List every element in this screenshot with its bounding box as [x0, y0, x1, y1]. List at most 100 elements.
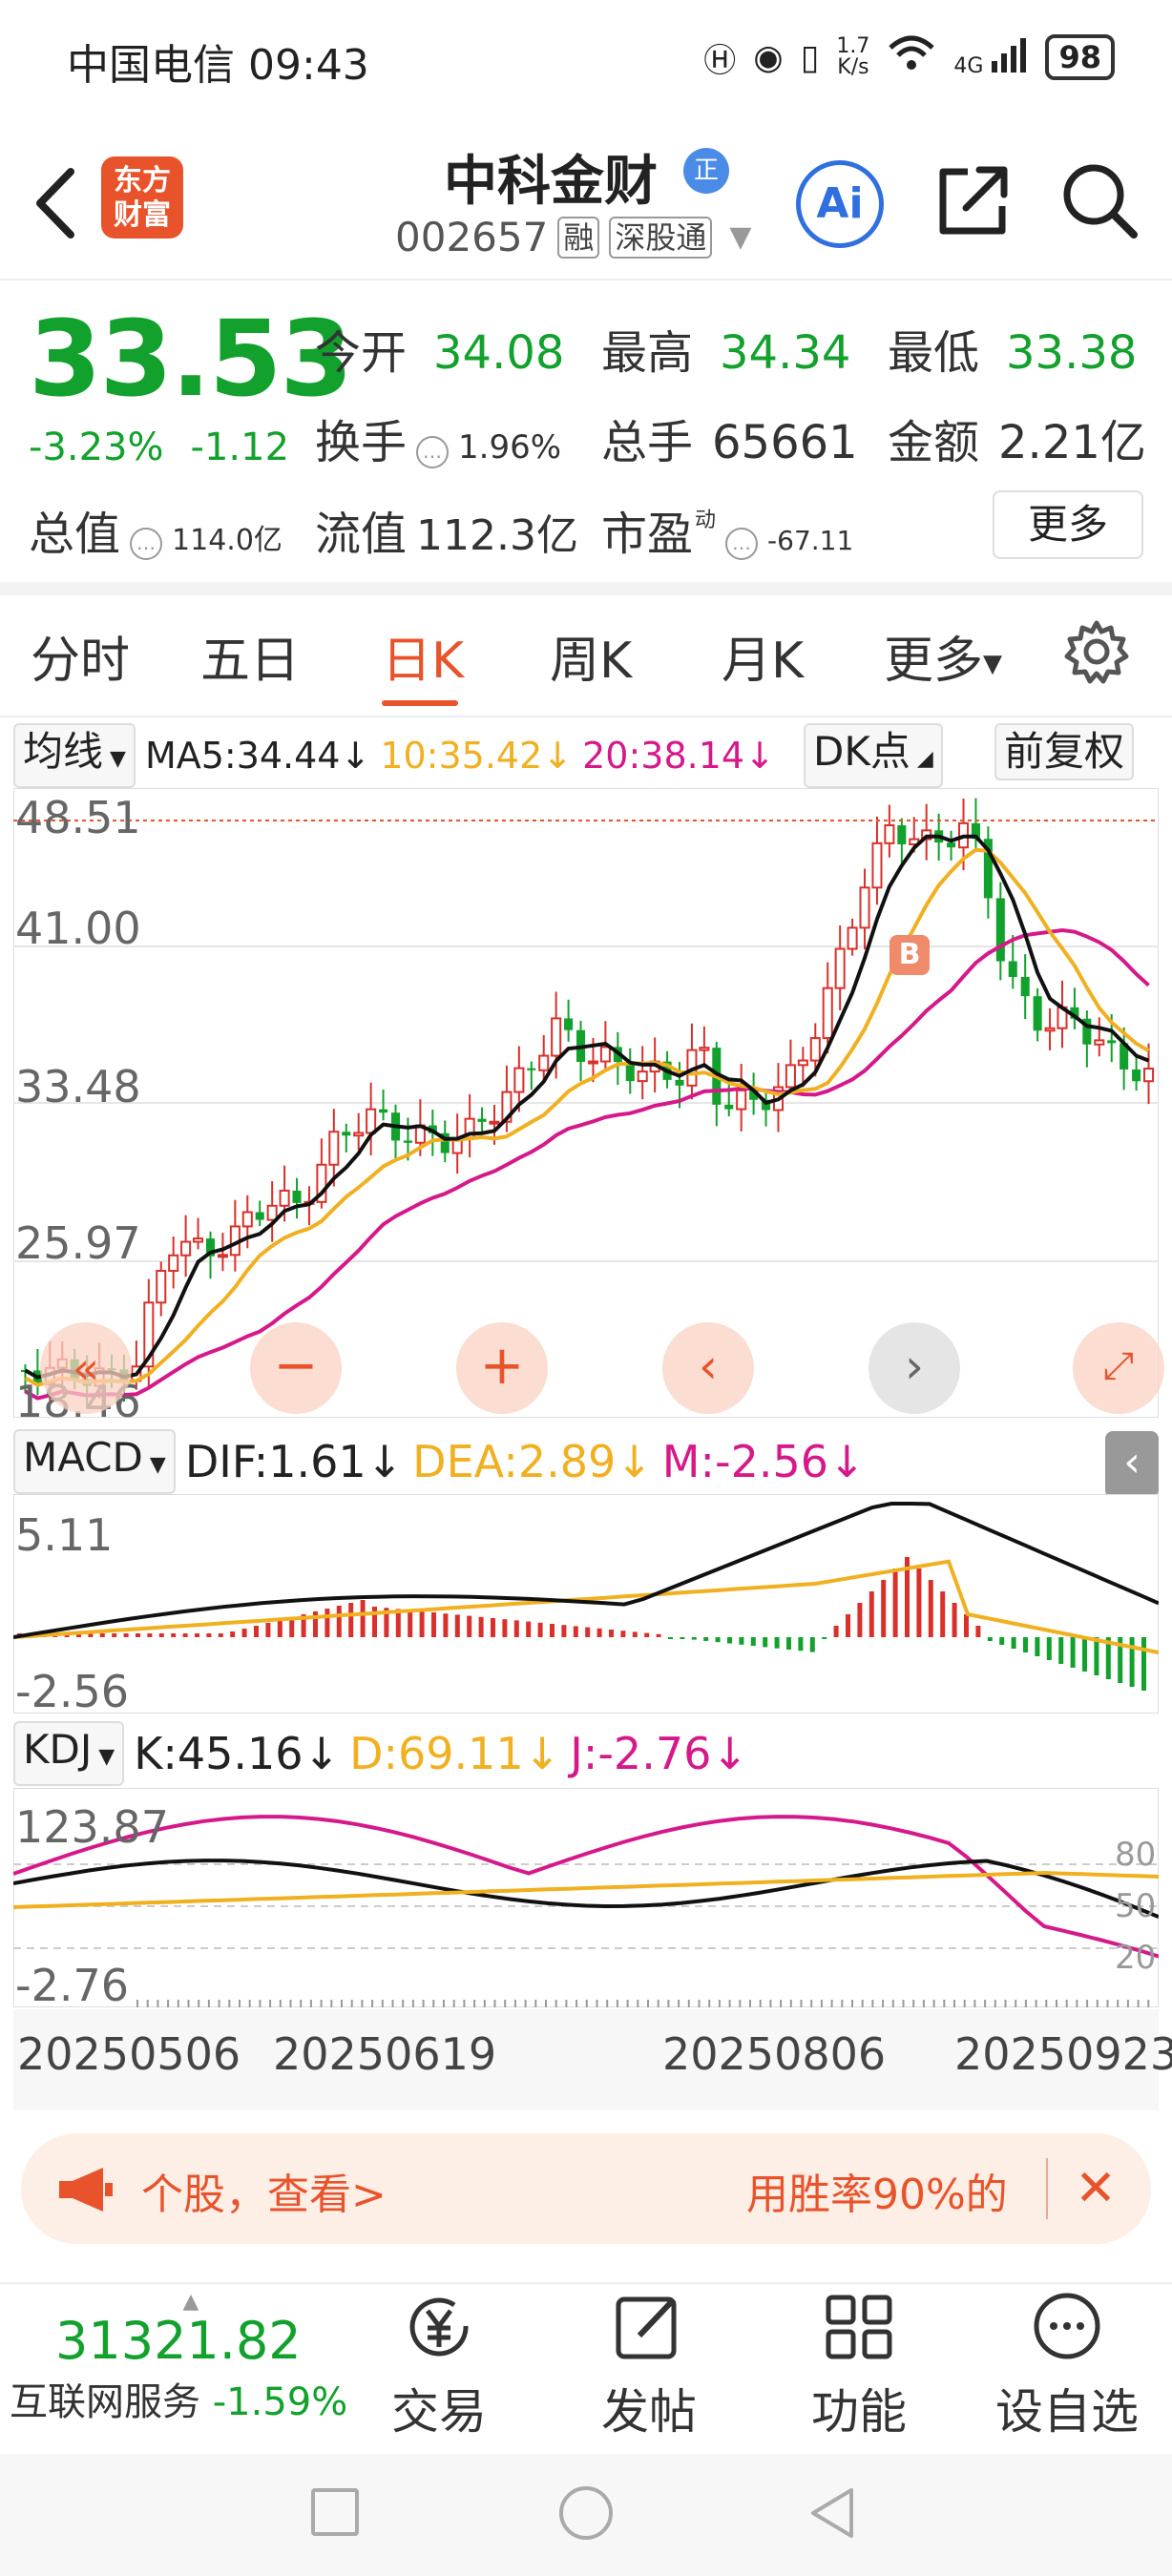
macd-bar: [561, 1625, 567, 1637]
kdj-k: K:45.16↓: [134, 1728, 341, 1779]
macd-chart: [13, 1494, 1159, 1714]
kline-candle: [513, 1067, 525, 1093]
dk-point-toggle[interactable]: DK点 ◢: [804, 723, 943, 788]
macd-bar: [88, 1633, 94, 1637]
chevron-down-icon[interactable]: ▼: [729, 220, 752, 254]
macd-bar: [620, 1631, 626, 1637]
vibrate-icon: ▯: [800, 37, 820, 77]
kline-candle: [995, 898, 1005, 962]
fullscreen-button[interactable]: ⤢: [1073, 1322, 1164, 1414]
ma-selector[interactable]: 均线 ▼: [13, 723, 136, 788]
tab-more[interactable]: 更多▼: [884, 633, 1003, 690]
macd-bar: [526, 1621, 532, 1637]
info-icon[interactable]: …: [725, 528, 759, 560]
tab-monthly-k[interactable]: 月K: [722, 633, 805, 690]
bottom-nav: [0, 2282, 1172, 2454]
nav-trade[interactable]: 交易: [363, 2290, 515, 2442]
macd-bar: [892, 1568, 898, 1637]
info-icon[interactable]: …: [130, 528, 163, 560]
current-price: 33.53: [29, 298, 353, 420]
search-button[interactable]: [1059, 160, 1140, 240]
tab-intraday[interactable]: 分时: [31, 633, 131, 690]
macd-bar: [999, 1637, 1005, 1645]
macd-bar: [254, 1626, 259, 1637]
macd-bar: [419, 1610, 425, 1637]
scroll-right-button[interactable]: ›: [869, 1322, 960, 1414]
macd-bar: [1035, 1637, 1040, 1656]
back-button[interactable]: [27, 160, 84, 246]
status-icons: Ⓗ ◉ ▯ 1.7 K/s 4G 98: [703, 32, 1115, 82]
mktcap-field: 总值… 114.0亿: [29, 508, 283, 561]
adjust-toggle[interactable]: 前复权: [994, 723, 1135, 780]
kline-candle: [1008, 961, 1017, 977]
kline-candle: [1044, 1027, 1056, 1032]
settings-button[interactable]: [1063, 618, 1130, 685]
kline-candle: [1033, 996, 1042, 1031]
buy-marker[interactable]: B: [889, 935, 930, 975]
tag-margin: 融: [557, 216, 600, 259]
home-button[interactable]: [559, 2486, 613, 2540]
kline-candle: [266, 1204, 278, 1221]
macd-bar: [952, 1603, 957, 1637]
promo-banner[interactable]: 个股，查看> 用胜率90%的 ✕: [21, 2133, 1151, 2244]
macd-bar: [928, 1580, 933, 1637]
macd-bar: [158, 1633, 164, 1637]
more-button[interactable]: 更多: [993, 490, 1143, 559]
tab-daily-k[interactable]: 日K: [382, 633, 465, 690]
nav-watchlist[interactable]: 设自选: [991, 2290, 1143, 2442]
kline-candle: [366, 1108, 377, 1134]
kline-candle: [762, 1099, 771, 1111]
nav-functions[interactable]: 功能: [783, 2290, 935, 2442]
kline-chart[interactable]: [13, 788, 1159, 1418]
macd-bar: [502, 1619, 508, 1637]
gear-icon: [1064, 620, 1129, 684]
info-icon[interactable]: …: [416, 436, 450, 468]
date-axis: [13, 2009, 1159, 2110]
chevron-left-icon: ‹: [699, 1339, 718, 1394]
macd-bar: [573, 1626, 578, 1637]
scroll-left-fast-button[interactable]: «: [40, 1322, 132, 1414]
zoom-out-button[interactable]: −: [250, 1322, 342, 1414]
wifi-icon: [887, 34, 936, 81]
macd-selector[interactable]: MACD ▼: [13, 1429, 176, 1494]
macd-bar: [609, 1630, 614, 1637]
macd-bar: [916, 1568, 922, 1637]
macd-bar: [691, 1637, 697, 1640]
active-tab-underline: [382, 700, 458, 706]
tab-weekly-k[interactable]: 周K: [550, 633, 633, 690]
system-nav-bar: [0, 2454, 1172, 2576]
ai-button[interactable]: Ai: [796, 160, 884, 248]
kline-candle: [587, 1060, 598, 1065]
ma20-value: 20:38.14↓: [582, 735, 775, 777]
macd-bar: [786, 1637, 791, 1650]
collapse-panel-button[interactable]: ‹: [1105, 1431, 1159, 1498]
pe-field: 市盈动… -67.11: [601, 508, 854, 561]
verified-badge: 正: [683, 148, 729, 194]
tab-5day[interactable]: 五日: [200, 633, 301, 690]
kline-candle: [379, 1109, 388, 1113]
macd-bar: [76, 1633, 81, 1637]
header-divider: [0, 279, 1172, 280]
nav-post[interactable]: 发帖: [573, 2290, 725, 2442]
macd-bar: [881, 1580, 887, 1637]
macd-bar: [596, 1628, 602, 1637]
share-button[interactable]: [933, 160, 1014, 240]
kline-candle: [292, 1190, 302, 1203]
back-arrow-icon: [36, 168, 74, 239]
kline-candle: [724, 1104, 734, 1110]
recent-apps-button[interactable]: [311, 2488, 359, 2536]
scroll-left-button[interactable]: ‹: [662, 1322, 754, 1414]
macd-bar: [822, 1637, 827, 1639]
kdj-selector[interactable]: KDJ ▼: [13, 1721, 125, 1786]
banner-close-button[interactable]: ✕: [1061, 2154, 1130, 2223]
zoom-in-button[interactable]: +: [456, 1322, 548, 1414]
macd-bar: MACD ▼ DIF:1.61↓ DEA:2.89↓ M:-2.56↓: [13, 1429, 866, 1494]
back-nav-button[interactable]: [807, 2486, 857, 2540]
macd-bar: [336, 1606, 342, 1637]
kline-candle: [180, 1240, 192, 1257]
macd-bar: [537, 1622, 543, 1637]
index-ticker[interactable]: ▲ 31321.82 互联网服务 -1.59%: [10, 2290, 372, 2426]
change-abs: -1.12: [190, 426, 290, 469]
macd-bar: [1058, 1637, 1064, 1664]
macd-bar: [585, 1627, 591, 1637]
